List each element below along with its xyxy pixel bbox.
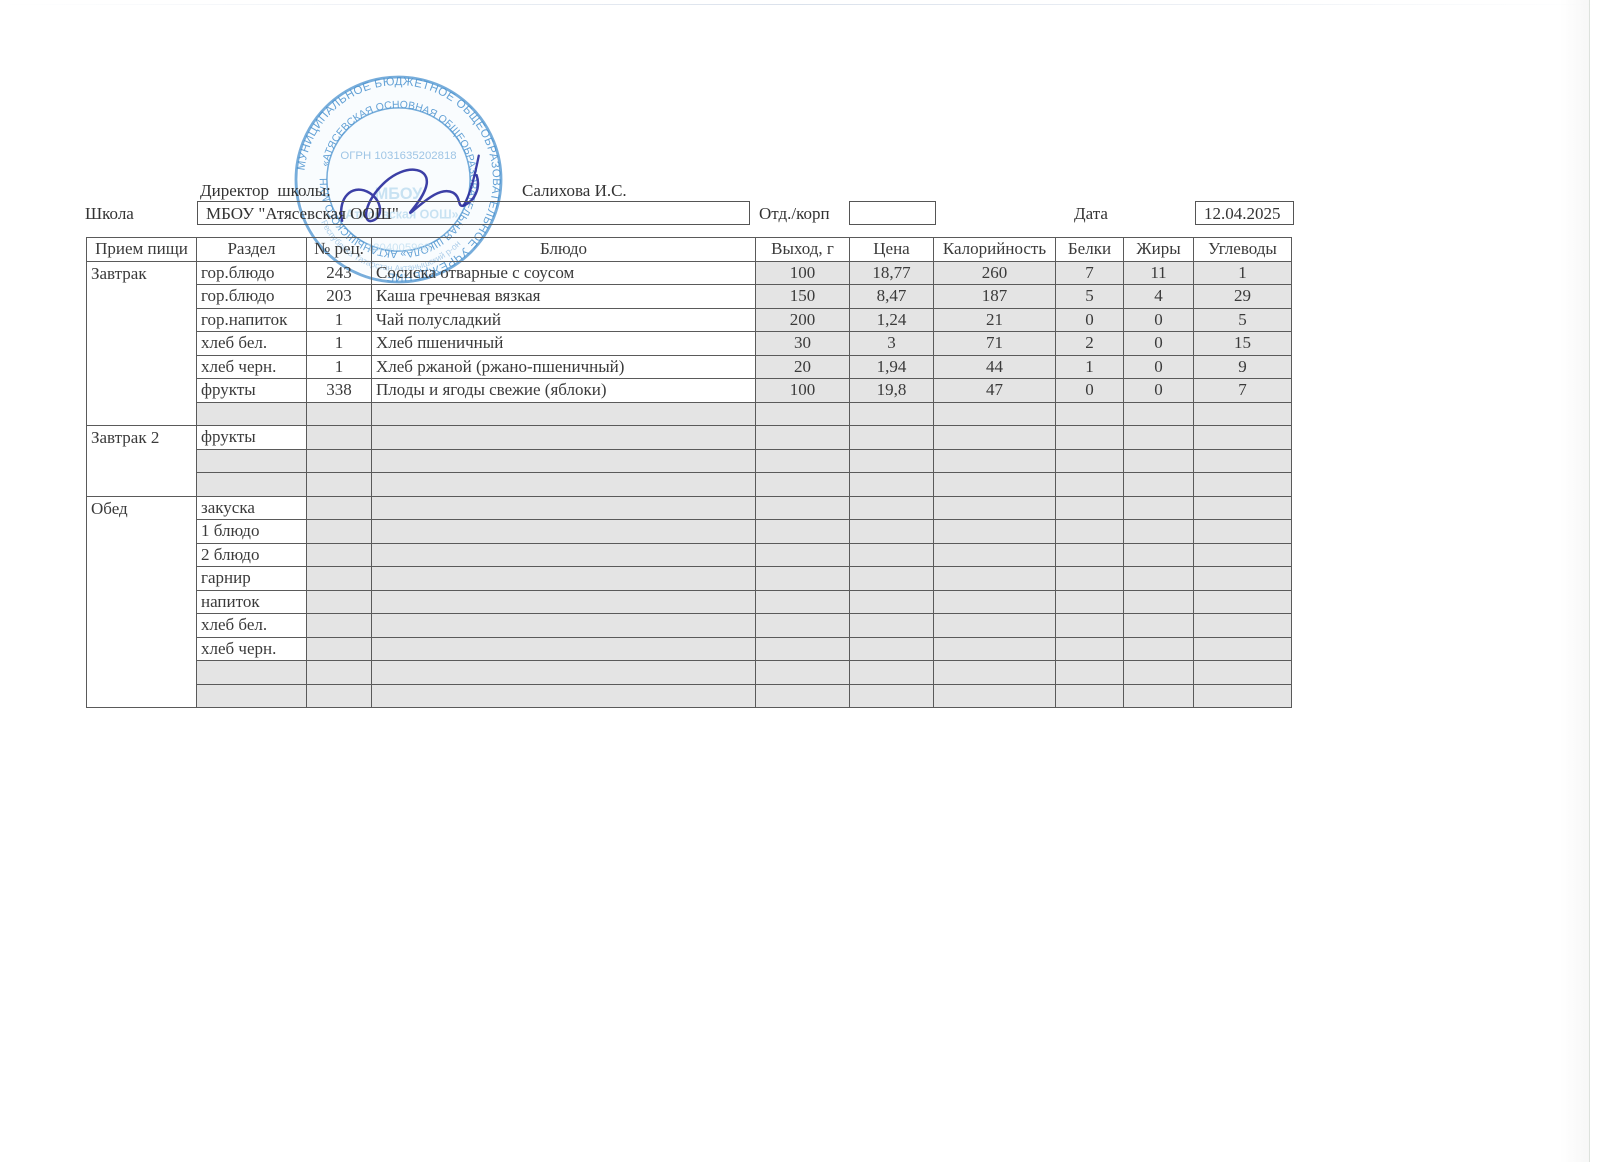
svg-text:ОГРН 1031635202818: ОГРН 1031635202818 [340,150,456,162]
